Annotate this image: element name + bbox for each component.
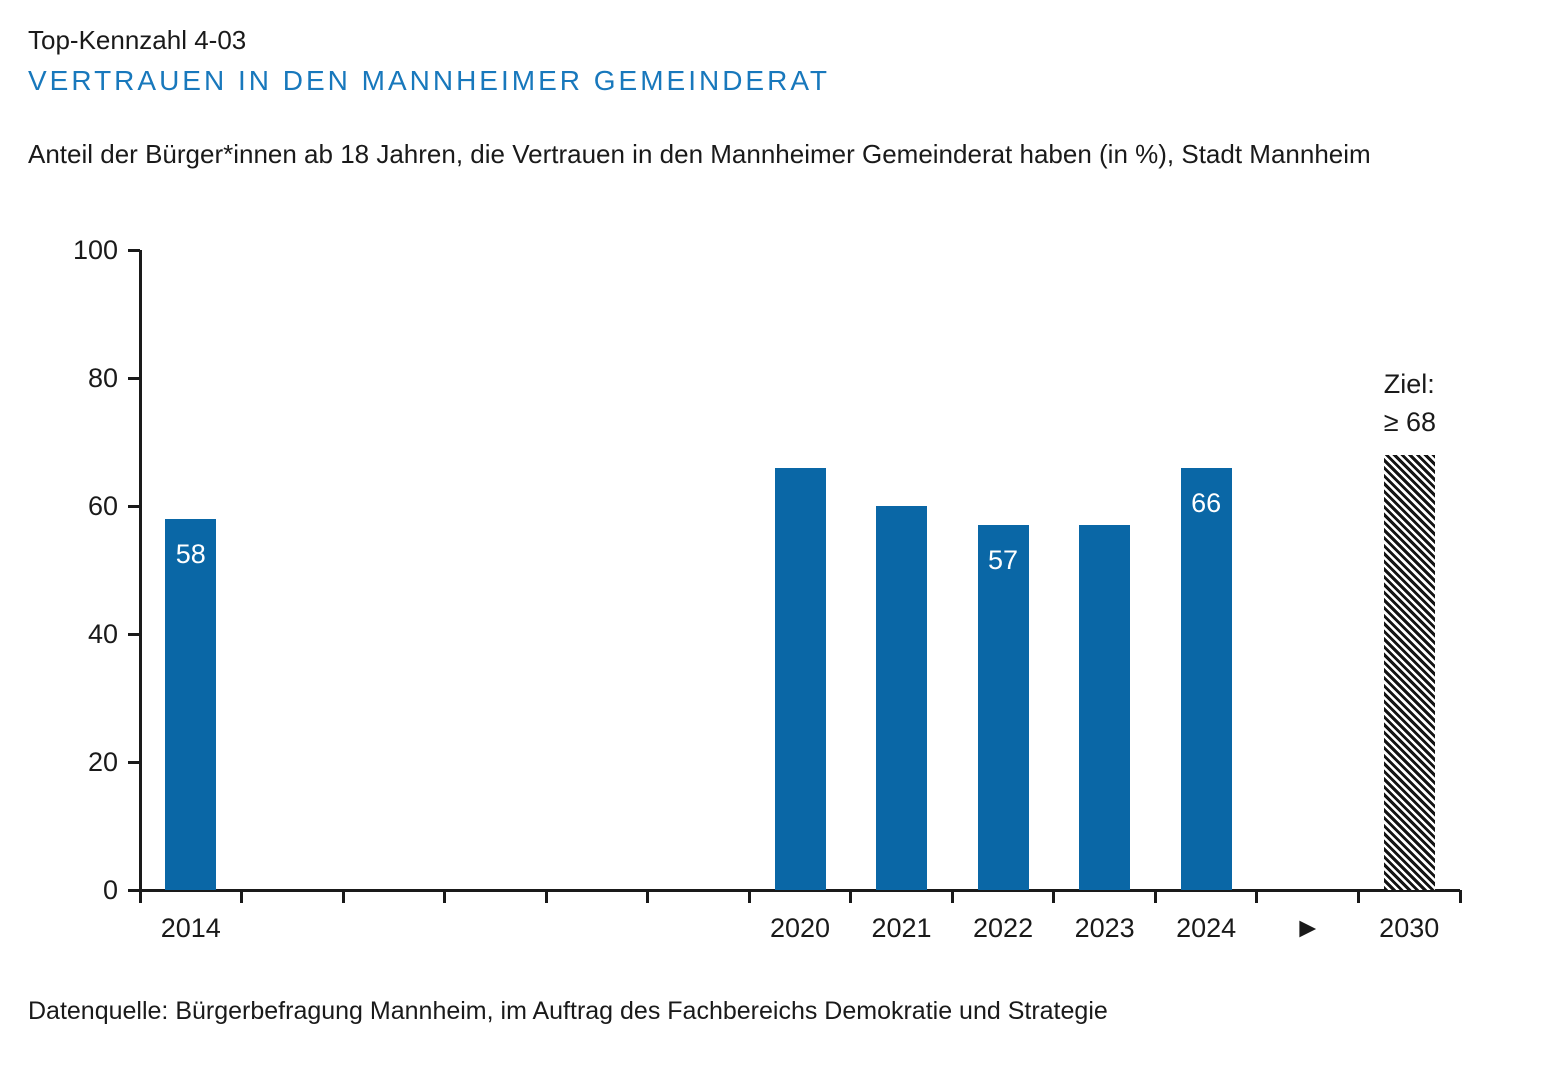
- y-tick-label: 0: [102, 875, 118, 905]
- x-label-2024: 2024: [1176, 913, 1237, 943]
- y-tick-label: 80: [87, 363, 118, 393]
- y-tick-label: 60: [87, 491, 118, 521]
- y-tick-label: 100: [72, 235, 118, 265]
- x-label-2021: 2021: [871, 913, 932, 943]
- x-label-2022: 2022: [973, 913, 1034, 943]
- x-label-2020: 2020: [769, 913, 831, 943]
- bar-value-label: 66: [1191, 487, 1222, 518]
- page-title: VERTRAUEN IN DEN MANNHEIMER GEMEINDERAT: [28, 65, 831, 96]
- x-tick: [443, 890, 447, 903]
- bar-value-label: 58: [175, 538, 206, 569]
- x-tick: [341, 890, 345, 903]
- x-tick: [646, 890, 650, 903]
- y-tick: [128, 376, 140, 380]
- bar-2023: [1079, 525, 1131, 890]
- x-tick: [1255, 890, 1259, 903]
- y-tick: [128, 504, 140, 508]
- y-tick: [128, 248, 140, 252]
- x-label-2030: 2030: [1379, 913, 1440, 943]
- target-label-line1: Ziel:: [1383, 368, 1435, 399]
- x-tick: [1458, 890, 1462, 903]
- x-tick: [1153, 890, 1157, 903]
- bar-2030: [1383, 454, 1435, 890]
- x-label-2023: 2023: [1074, 913, 1135, 943]
- y-tick: [128, 888, 140, 892]
- chart-subtitle: Anteil der Bürger*innen ab 18 Jahren, di…: [28, 139, 1371, 169]
- x-tick: [544, 890, 548, 903]
- x-tick: [849, 890, 853, 903]
- bar-2021: [876, 506, 928, 890]
- x-tick: [950, 890, 954, 903]
- bar-value-label: 57: [988, 545, 1019, 576]
- y-axis-line: [138, 250, 142, 903]
- x-tick: [747, 890, 751, 903]
- bar-2020: [774, 467, 826, 890]
- y-tick-label: 20: [87, 747, 118, 777]
- x-tick: [138, 890, 142, 903]
- kicker: Top-Kennzahl 4-03: [28, 25, 247, 55]
- x-label-2014: 2014: [160, 913, 221, 943]
- bar-2022: 57: [977, 525, 1029, 890]
- x-tick: [1356, 890, 1360, 903]
- target-label-line2: ≥ 68: [1383, 406, 1437, 437]
- bar-2014: 58: [165, 518, 217, 890]
- x-tick: [240, 890, 244, 903]
- x-label-arrow-icon: ►: [1293, 912, 1322, 943]
- y-tick-label: 40: [87, 619, 118, 649]
- target-annotation: Ziel: ≥ 68: [1384, 365, 1436, 441]
- y-tick: [128, 760, 140, 764]
- x-axis-line: [128, 888, 1460, 892]
- x-tick: [1052, 890, 1056, 903]
- bar-2024: 66: [1180, 467, 1232, 890]
- y-tick: [128, 632, 140, 636]
- data-source: Datenquelle: Bürgerbefragung Mannheim, i…: [28, 997, 1108, 1025]
